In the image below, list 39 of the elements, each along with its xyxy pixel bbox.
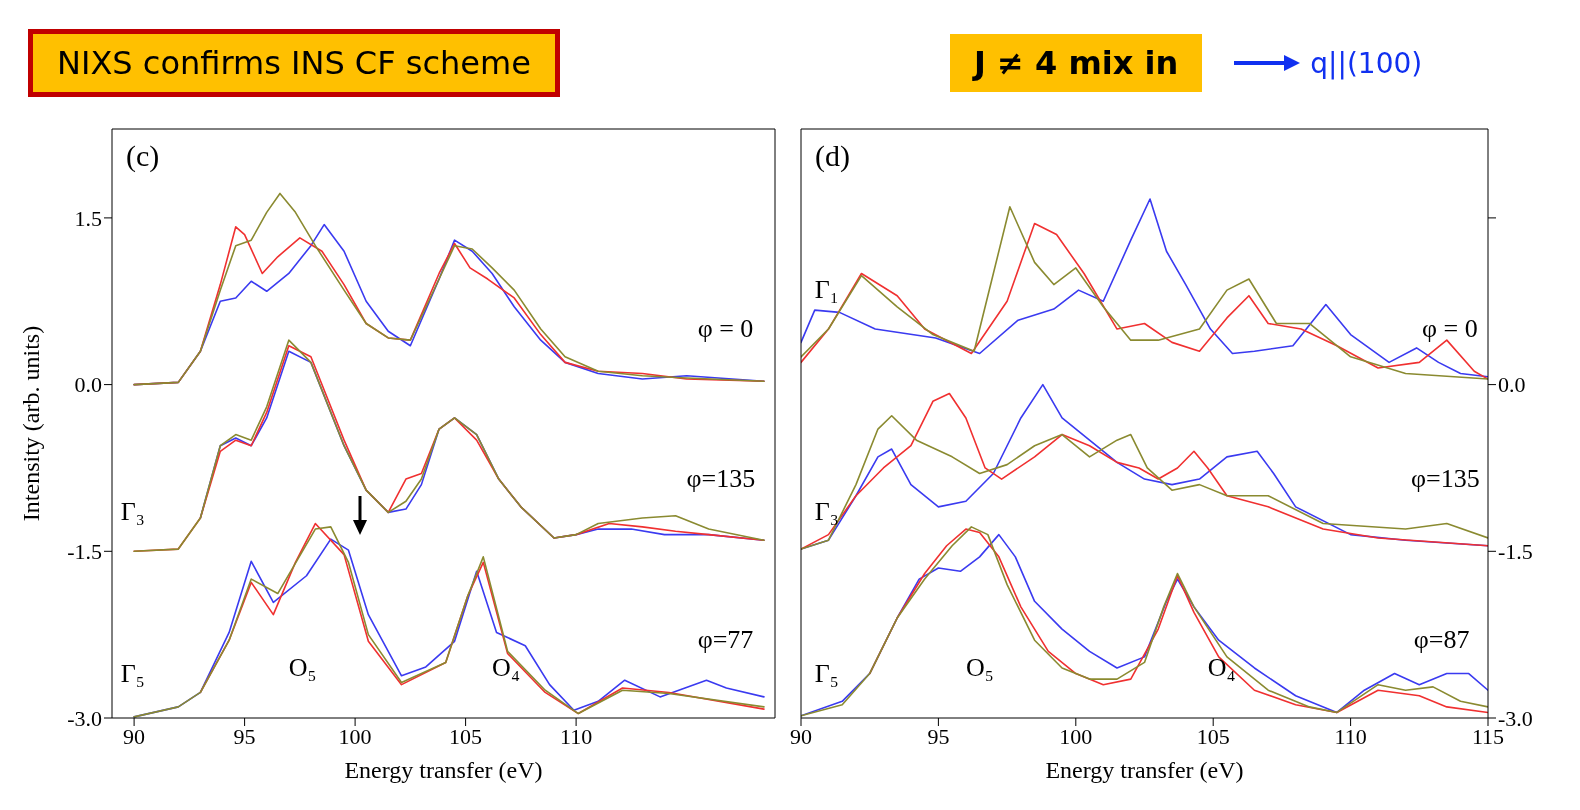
y-axis-title: Intensity (arb. units) [17,325,44,522]
x-tick-label: 105 [449,723,483,749]
x-tick-label: 100 [1059,723,1093,749]
annotation: φ = 0 [1422,314,1478,345]
x-axis-title: Energy transfer (eV) [344,757,543,783]
x-tick-label: 110 [1334,723,1367,749]
x-tick-label: 105 [1196,723,1230,749]
text: q||(100) [1310,46,1423,80]
annotation: Γ₁ [814,275,839,306]
text: NIXS confirms INS CF scheme [28,29,560,97]
annotation: Γ₅ [814,658,839,689]
y-tick-label: 0.0 [74,372,102,398]
y-tick-label: -1.5 [67,539,102,565]
text: J ≠ 4 mix in [950,34,1203,92]
y2-tick-label: -1.5 [1498,539,1533,565]
annotation: O₅ [288,652,317,683]
annotation: (c) [126,139,160,173]
annotation: Γ₃ [120,497,145,528]
x-tick-label: 90 [123,723,146,749]
annotation: φ=135 [1411,464,1480,495]
annotation: O₄ [1207,652,1236,683]
annotation: Γ₃ [814,497,839,528]
annotation: φ=87 [1413,625,1470,656]
annotation: φ=77 [697,625,754,656]
annotation: O₄ [492,652,520,683]
x-axis-title: Energy transfer (eV) [1045,757,1244,783]
x-tick-label: 95 [233,723,256,749]
x-tick-label: 100 [338,723,372,749]
annotation: φ=135 [686,464,756,495]
x-tick-label: 90 [790,723,812,749]
x-tick-label: 110 [560,723,593,749]
annotation: Γ₅ [120,658,145,689]
x-tick-label: 95 [927,723,950,749]
y-tick-label: 1.5 [74,205,102,231]
annotation: φ = 0 [697,314,754,345]
annotation: (d) [815,139,850,173]
y2-tick-label: 0.0 [1498,372,1526,398]
y-tick-label: -3.0 [67,705,102,731]
annotation: O₅ [965,652,994,683]
